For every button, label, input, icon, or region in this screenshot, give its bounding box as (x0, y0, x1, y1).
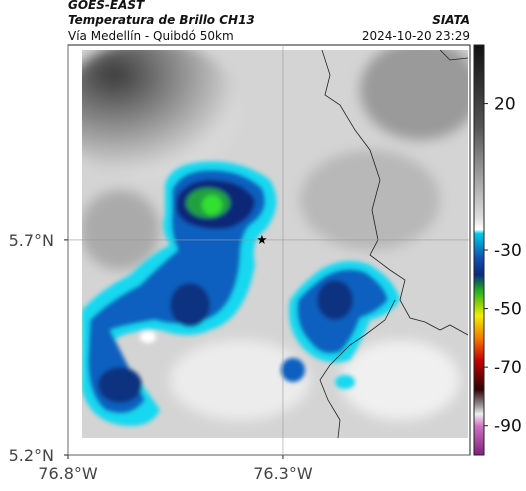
subtitle: Temperatura de Brillo CH13 (68, 13, 255, 27)
y-tick-label: 5.7°N (9, 231, 54, 250)
colorbar-tick-label: 20 (494, 95, 516, 115)
region: Vía Medellín - Quibdó 50km (68, 29, 234, 43)
satellite-image (82, 50, 468, 438)
title: GOES-EAST (68, 0, 145, 12)
datetime: 2024-10-20 23:29 (362, 29, 470, 43)
colorbar (473, 44, 485, 456)
x-tick-label: 76.3°W (253, 464, 313, 483)
colorbar-tick-label: -50 (494, 300, 522, 320)
colorbar-tick-label: -90 (494, 417, 522, 437)
colorbar-tick-label: -30 (494, 241, 522, 261)
source: SIATA (432, 13, 470, 27)
colorbar-tick-label: -70 (494, 358, 522, 378)
x-tick-label: 76.8°W (38, 464, 98, 483)
y-tick-label: 5.2°N (9, 446, 54, 465)
station-marker (257, 234, 267, 244)
